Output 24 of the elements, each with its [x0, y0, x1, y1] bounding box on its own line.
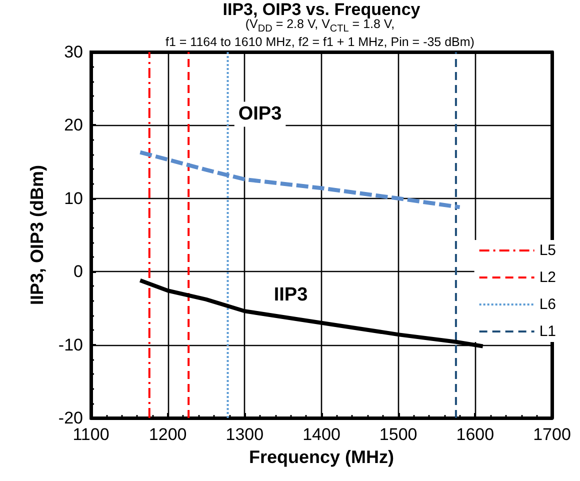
x-tick-label: 1200 [148, 425, 187, 444]
y-tick-label: 20 [64, 116, 83, 135]
y-tick-label: 0 [74, 262, 83, 282]
x-tick-label: 1500 [379, 425, 418, 444]
legend-label: L2 [539, 269, 556, 286]
x-tick-label: 1700 [533, 425, 571, 444]
annotation: IIP3 [274, 284, 308, 306]
x-tick-label: 1300 [226, 425, 264, 444]
x-axis-title: Frequency (MHz) [248, 446, 394, 467]
y-tick-label: 30 [64, 42, 83, 62]
annotation: OIP3 [238, 104, 282, 125]
line-series [138, 150, 462, 210]
y-axis-title: IIP3, OIP3 (dBm) [27, 164, 47, 306]
chart-title: IIP3, OIP3 vs. Frequency [222, 0, 422, 19]
legend-label: L1 [539, 323, 556, 340]
y-tick-label: -20 [58, 408, 83, 428]
x-tick-label: 1400 [302, 425, 340, 444]
x-tick-label: 1600 [456, 425, 494, 444]
y-tick-label: -10 [58, 335, 83, 354]
chart-subtitle: (V$_{DD}$ = 2.8 V, V$_{CTL}$ = 1.8 V, f1 = 1164 to 1610 MHz, f2 = f1 + 1 MHz, Pin = -35 dBm) [166, 17, 474, 48]
legend-label: L6 [539, 296, 556, 313]
y-tick-label: 10 [64, 188, 83, 208]
legend-label: L5 [539, 242, 556, 259]
x-tick-label: 1100 [72, 425, 110, 444]
